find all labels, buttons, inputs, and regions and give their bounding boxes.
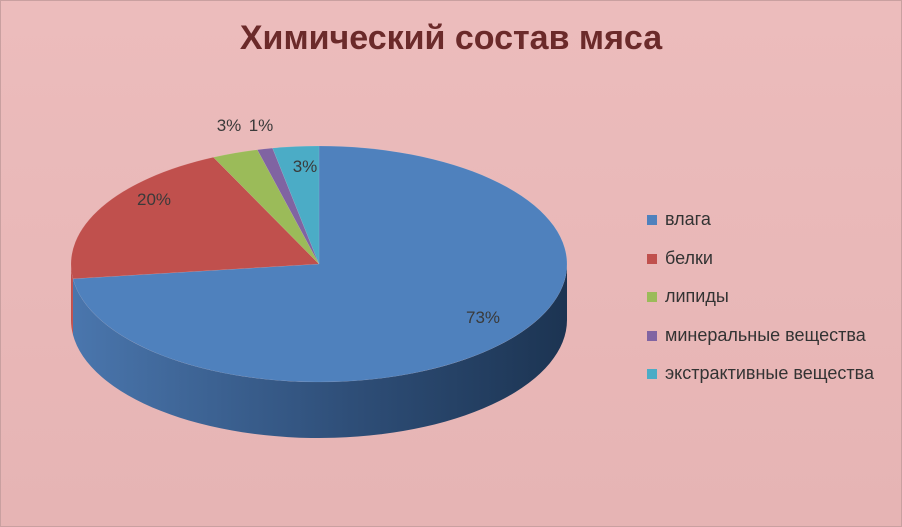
pie-side-moisture [72,264,567,439]
legend-item-extractives: экстрактивные вещества [647,363,874,402]
pie-slice-proteins [70,156,320,280]
data-label-lipids: 3% [217,116,242,135]
pie-slice-lipids [212,149,320,265]
legend: влага белки липиды минеральные вещества … [647,209,874,402]
data-label-extractives: 3% [293,157,318,176]
legend-label-minerals: минеральные вещества [665,324,866,345]
legend-swatch-proteins [647,253,657,264]
legend-item-moisture: влага [647,209,874,248]
legend-label-proteins: белки [665,247,713,268]
legend-label-extractives: экстрактивные вещества [665,363,874,383]
pie-slice-minerals [256,147,320,265]
data-label-proteins: 20% [137,190,171,209]
legend-item-minerals: минеральные вещества [647,325,874,364]
legend-swatch-moisture [647,215,657,225]
chart-title: Химический состав мяса [239,19,663,57]
legend-item-lipids: липиды [647,286,874,325]
data-label-minerals: 1% [249,116,274,135]
data-label-moisture: 73% [466,308,500,327]
legend-label-lipids: липиды [665,286,729,306]
pie-slice-moisture [72,145,568,383]
legend-swatch-minerals [647,330,657,341]
legend-swatch-lipids [647,292,657,302]
legend-label-moisture: влага [665,209,711,229]
pie-slice-extractives [272,145,320,265]
legend-item-proteins: белки [647,248,874,287]
legend-swatch-extractives [647,369,657,379]
pie-side-proteins [71,264,73,335]
